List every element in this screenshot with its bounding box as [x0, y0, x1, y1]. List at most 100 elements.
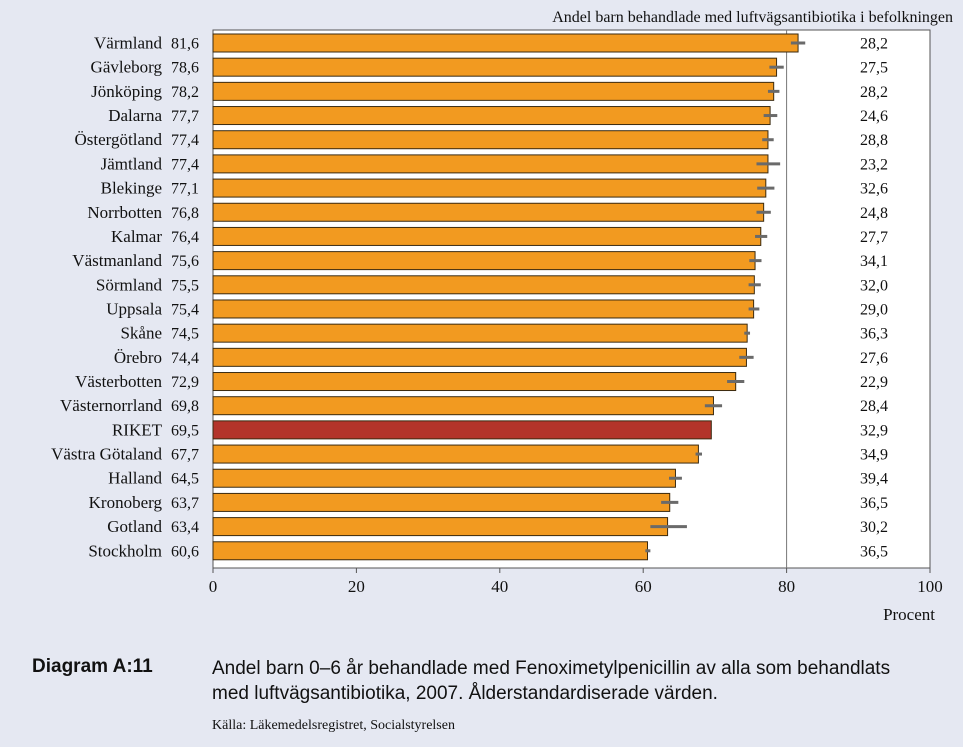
region-label: Sörmland [96, 275, 163, 294]
bar [212, 541, 649, 561]
share-label: 24,6 [860, 108, 888, 125]
region-label: Jämtland [101, 154, 163, 173]
region-label: Västmanland [72, 251, 162, 270]
bar [212, 130, 769, 150]
region-label: Östergötland [74, 130, 162, 149]
bar [212, 275, 755, 295]
x-tick-label: 40 [491, 577, 508, 596]
share-label: 24,8 [860, 205, 888, 222]
share-label: 22,9 [860, 374, 888, 391]
value-label: 81,6 [171, 36, 199, 53]
value-label: 76,8 [171, 205, 199, 222]
x-axis-label: Procent [883, 605, 935, 624]
value-label: 67,7 [171, 447, 199, 464]
bar [212, 323, 748, 343]
value-label: 75,5 [171, 277, 199, 294]
x-tick-label: 80 [778, 577, 795, 596]
bar [212, 226, 762, 246]
value-label: 75,4 [171, 301, 199, 318]
caption-label: Diagram A:11 [32, 656, 153, 677]
region-label: Västerbotten [75, 372, 162, 391]
value-label: 69,5 [171, 422, 199, 439]
region-label: Västernorrland [60, 396, 162, 415]
region-label: Blekinge [101, 179, 162, 198]
share-label: 27,7 [860, 229, 888, 246]
share-label: 36,5 [860, 543, 888, 560]
bar [212, 444, 699, 464]
share-label: 28,8 [860, 132, 888, 149]
region-label: Värmland [94, 34, 162, 53]
share-label: 36,3 [860, 326, 888, 343]
value-label: 78,2 [171, 84, 199, 101]
x-axis: 0 20 40 60 80 100 [209, 568, 943, 596]
share-label: 28,2 [860, 36, 888, 53]
bar [212, 81, 775, 101]
bar [212, 347, 747, 367]
value-label: 72,9 [171, 374, 199, 391]
bar [212, 178, 767, 198]
value-label: 76,4 [171, 229, 199, 246]
bar [212, 468, 676, 488]
caption-text: Andel barn 0–6 år behandlade med Fenoxim… [212, 658, 891, 704]
value-label: 75,6 [171, 253, 199, 270]
x-tick-label: 0 [209, 577, 218, 596]
region-label: Västra Götaland [51, 445, 162, 464]
share-label: 27,5 [860, 60, 888, 77]
x-tick-label: 60 [635, 577, 652, 596]
share-label: 28,4 [860, 398, 888, 415]
value-label: 64,5 [171, 471, 199, 488]
bar [212, 299, 755, 319]
bar [212, 154, 769, 174]
region-label: Norrbotten [87, 203, 162, 222]
bar [212, 372, 737, 392]
value-label: 74,4 [171, 350, 199, 367]
bar [212, 33, 799, 53]
region-label: Dalarna [108, 106, 162, 125]
region-label: Örebro [114, 348, 162, 367]
bar [212, 202, 765, 222]
caption-source: Källa: Läkemedelsregistret, Socialstyrel… [212, 718, 455, 733]
value-label: 63,7 [171, 495, 199, 512]
share-label: 23,2 [860, 156, 888, 173]
bar [212, 251, 756, 271]
region-label: Kronoberg [89, 493, 163, 512]
region-label: Gävleborg [91, 58, 163, 77]
bar-riket [212, 420, 712, 440]
share-label: 27,6 [860, 350, 888, 367]
bar [212, 492, 671, 512]
value-label: 77,4 [171, 132, 199, 149]
share-label: 30,2 [860, 519, 888, 536]
region-label: RIKET [112, 420, 163, 439]
share-label: 32,9 [860, 422, 888, 439]
value-label: 78,6 [171, 60, 199, 77]
value-label: 63,4 [171, 519, 199, 536]
bar-chart: Andel barn behandlade med luftvägsantibi… [51, 9, 953, 624]
chart-title: Andel barn behandlade med luftvägsantibi… [552, 9, 953, 26]
share-label: 28,2 [860, 84, 888, 101]
value-label: 60,6 [171, 543, 199, 560]
region-label: Kalmar [111, 227, 162, 246]
region-label: Jönköping [91, 82, 162, 101]
region-label: Halland [108, 469, 162, 488]
value-label: 77,7 [171, 108, 199, 125]
bar [212, 106, 771, 126]
share-label: 32,0 [860, 277, 888, 294]
share-label: 29,0 [860, 301, 888, 318]
value-label: 74,5 [171, 326, 199, 343]
share-label: 34,1 [860, 253, 888, 270]
region-label: Gotland [107, 517, 162, 536]
share-label: 39,4 [860, 471, 888, 488]
value-label: 69,8 [171, 398, 199, 415]
labels-layer: Värmland 81,6 28,2 Gävleborg 78,6 27,5 Jönköpi… [51, 34, 888, 561]
region-label: Stockholm [88, 541, 162, 560]
value-label: 77,4 [171, 156, 199, 173]
bar [212, 396, 714, 416]
bar [212, 517, 669, 537]
region-label: Skåne [120, 324, 162, 343]
share-label: 32,6 [860, 181, 888, 198]
value-label: 77,1 [171, 181, 199, 198]
share-label: 36,5 [860, 495, 888, 512]
bars-layer [212, 33, 806, 561]
share-label: 34,9 [860, 447, 888, 464]
region-label: Uppsala [106, 299, 162, 318]
